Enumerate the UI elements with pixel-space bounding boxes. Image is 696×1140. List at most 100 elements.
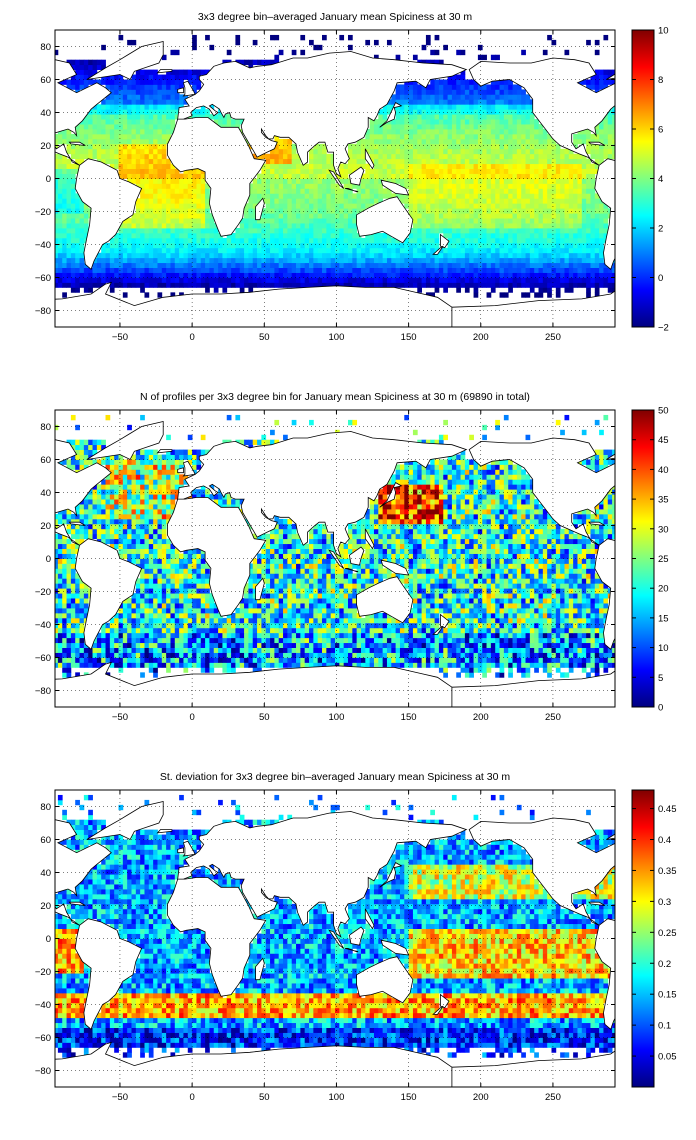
heatmap-cell xyxy=(270,213,275,219)
heatmap-cell xyxy=(140,168,145,174)
heatmap-cell xyxy=(395,94,401,100)
heatmap-cell xyxy=(179,188,184,194)
heatmap-cell xyxy=(425,662,431,668)
heatmap-cell xyxy=(231,662,236,668)
heatmap-cell xyxy=(408,183,414,189)
heatmap-cell xyxy=(335,657,340,663)
heatmap-cell xyxy=(464,267,470,273)
heatmap-cell xyxy=(283,163,288,169)
heatmap-cell xyxy=(417,267,422,273)
heatmap-cell xyxy=(443,247,448,254)
heatmap-cell xyxy=(560,218,565,224)
heatmap-cell xyxy=(469,94,474,100)
heatmap-cell xyxy=(404,124,410,130)
heatmap-cell xyxy=(261,652,267,658)
heatmap-cell xyxy=(118,74,124,80)
heatmap-cell xyxy=(187,193,193,199)
heatmap-cell xyxy=(300,49,306,56)
heatmap-cell xyxy=(196,262,202,268)
heatmap-cell xyxy=(309,178,314,184)
heatmap-cell xyxy=(157,168,163,174)
heatmap-cell xyxy=(265,59,271,66)
heatmap-cell xyxy=(226,282,232,288)
heatmap-cell xyxy=(469,138,474,145)
heatmap-cell xyxy=(330,232,336,239)
heatmap-cell xyxy=(560,178,565,184)
heatmap-cell xyxy=(356,193,362,199)
heatmap-cell xyxy=(218,242,223,249)
heatmap-cell xyxy=(248,277,254,283)
heatmap-cell xyxy=(516,657,522,663)
heatmap-cell xyxy=(568,237,574,244)
heatmap-cell xyxy=(438,262,444,268)
heatmap-cell xyxy=(525,104,531,110)
heatmap-cell xyxy=(568,267,574,273)
heatmap-cell xyxy=(196,662,202,668)
heatmap-cell xyxy=(83,213,89,219)
heatmap-cell xyxy=(347,168,353,174)
heatmap-cell xyxy=(161,183,167,189)
heatmap-cell xyxy=(339,252,345,259)
heatmap-cell xyxy=(555,257,561,264)
heatmap-cell xyxy=(166,272,171,278)
heatmap-cell xyxy=(205,282,210,288)
heatmap-cell xyxy=(560,272,565,278)
heatmap-cell xyxy=(83,148,89,155)
heatmap-cell xyxy=(499,228,505,234)
heatmap-cell xyxy=(404,652,410,658)
y-tick-label: −60 xyxy=(35,273,51,284)
heatmap-cell xyxy=(551,173,557,179)
heatmap-cell xyxy=(425,168,431,174)
heatmap-cell xyxy=(577,277,583,283)
heatmap-cell xyxy=(122,124,128,130)
heatmap-cell xyxy=(96,114,102,120)
heatmap-cell xyxy=(456,173,461,179)
heatmap-cell xyxy=(391,138,397,145)
heatmap-cell xyxy=(555,287,561,293)
heatmap-cell xyxy=(503,662,509,668)
heatmap-cell xyxy=(477,272,483,278)
heatmap-cell xyxy=(205,277,210,283)
heatmap-cell xyxy=(57,198,63,204)
heatmap-cell xyxy=(395,153,401,160)
heatmap-cell xyxy=(486,109,492,115)
heatmap-cell xyxy=(174,208,180,214)
heatmap-cell xyxy=(122,247,128,254)
heatmap-cell xyxy=(430,178,435,184)
heatmap-cell xyxy=(187,208,193,214)
heatmap-cell xyxy=(599,129,604,135)
heatmap-cell xyxy=(612,282,616,288)
heatmap-cell xyxy=(568,183,574,189)
heatmap-cell xyxy=(551,218,557,224)
heatmap-cell xyxy=(408,119,414,125)
heatmap-cell xyxy=(607,129,613,135)
heatmap-cell xyxy=(257,232,262,239)
heatmap-cell xyxy=(291,262,297,268)
heatmap-cell xyxy=(456,89,461,95)
heatmap-cell xyxy=(161,662,167,668)
heatmap-cell xyxy=(62,262,67,268)
heatmap-cell xyxy=(88,138,93,145)
heatmap-cell xyxy=(131,657,137,663)
heatmap-cell xyxy=(118,163,124,169)
heatmap-cell xyxy=(399,282,405,288)
heatmap-cell xyxy=(291,662,297,668)
heatmap-cell xyxy=(482,252,487,259)
y-tick-label: −20 xyxy=(35,207,51,218)
heatmap-cell xyxy=(92,148,98,155)
heatmap-cell xyxy=(274,218,280,224)
heatmap-cell xyxy=(55,267,59,273)
heatmap-cell xyxy=(153,79,158,85)
heatmap-cell xyxy=(70,662,76,668)
heatmap-cell xyxy=(469,662,474,668)
heatmap-cell xyxy=(192,247,197,254)
heatmap-cell xyxy=(179,657,184,663)
heatmap-cell xyxy=(430,49,435,56)
heatmap-cell xyxy=(447,119,453,125)
heatmap-cell xyxy=(577,223,583,229)
heatmap-cell xyxy=(590,168,596,174)
heatmap-cell xyxy=(144,652,150,658)
heatmap-cell xyxy=(140,158,145,165)
heatmap-cell xyxy=(265,223,271,229)
heatmap-cell xyxy=(421,183,427,189)
